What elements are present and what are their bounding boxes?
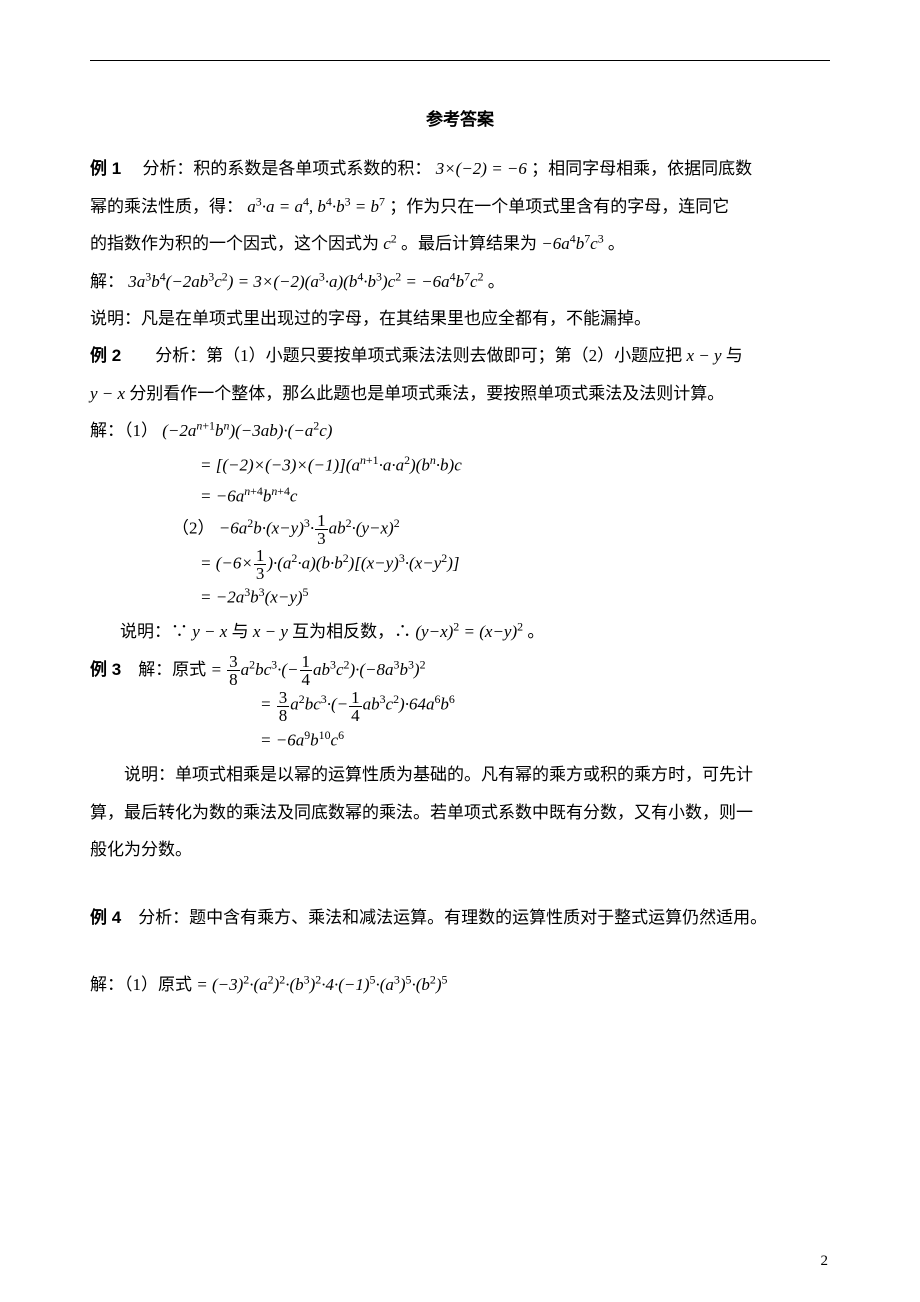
ex2-sol1: 解：（1） (−2an+1bn)(−3ab)·(−a2c) [90,412,830,449]
ex1-sol-eq: 3a3b4(−2ab3c2) = 3×(−2)(a3·a)(b4·b3)c2 =… [128,272,483,291]
ex1-note: 说明：凡是在单项式里出现过的字母，在其结果里也应全都有，不能漏掉。 [90,300,830,337]
ex1-p3-prefix: 的指数作为积的一个因式，这个因式为 [90,234,379,253]
page-number: 2 [821,1245,829,1278]
ex2-eq-xy: x − y [686,346,721,365]
ex2-step3: = (−6×13)·(a2·a)(b·b2)[(x−y)3·(x−y2)] [200,547,830,582]
ex2-p2-suffix: 分别看作一个整体，那么此题也是单项式乘法，要按照单项式乘法及法则计算。 [129,384,724,403]
ex4-analysis: 分析：题中含有乘方、乘法和减法运算。有理数的运算性质对于整式运算仍然适用。 [138,908,767,927]
ex1-sol-suffix: 。 [488,272,505,291]
ex2-note-eq1: y − x [192,622,227,641]
ex1-line3: 的指数作为积的一个因式，这个因式为 c2 。最后计算结果为 −6a4b7c3 。 [90,225,830,262]
ex3-eq1: = 38a2bc3·(−14ab3c2)·(−8a3b3)2 [210,660,425,679]
ex1-analysis-mid: ；相同字母相乘，依据同底数 [531,159,752,178]
ex2-note: 说明：∵ y − x 与 x − y 互为相反数，∴ (y−x)2 = (x−y… [120,613,830,650]
ex1-eq3: c2 [383,234,397,253]
ex1-analysis-prefix: 分析：积的系数是各单项式系数的积： [142,159,431,178]
ex1-eq1: 3×(−2) = −6 [436,159,527,178]
ex2-note-eq2: x − y [253,622,288,641]
ex2-step2: = −6an+4bn+4c [200,481,830,512]
ex3-sol-label: 解：原式 [138,660,206,679]
ex3-label: 例 3 [90,660,121,679]
ex1-p3-suffix: 。 [608,234,625,253]
ex3-note1: 说明：单项式相乘是以幂的运算性质为基础的。凡有幂的乘方或积的乘方时，可先计 [90,756,830,793]
ex4-sol-label: 解：（1）原式 [90,975,192,994]
ex1-sol-label: 解： [90,272,124,291]
ex2-note-prefix: 说明：∵ [120,622,188,641]
ex2-note-mid2: 互为相反数，∴ [292,622,411,641]
ex3-line1: 例 3 解：原式 = 38a2bc3·(−14ab3c2)·(−8a3b3)2 [90,651,830,689]
ex3-note3: 般化为分数。 [90,831,830,868]
ex2-sol1-eq: (−2an+1bn)(−3ab)·(−a2c) [162,421,332,440]
ex2-analysis-mid: 与 [726,346,743,365]
ex3-step2: = 38a2bc3·(−14ab3c2)·64a6b6 [260,688,830,723]
ex2-part2-label: （2） [172,518,215,537]
ex2-sol-label: 解：（1） [90,421,158,440]
ex2-note-eq3: (y−x)2 = (x−y)2 [415,622,523,641]
ex4-line1: 例 4 分析：题中含有乘方、乘法和减法运算。有理数的运算性质对于整式运算仍然适用… [90,899,830,936]
ex2-eq-yx: y − x [90,384,125,403]
ex2-step1: = [(−2)×(−3)×(−1)](an+1·a·a2)(bn·b)c [200,450,830,481]
ex3-note2: 算，最后转化为数的乘法及同底数幂的乘法。若单项式系数中既有分数，又有小数，则一 [90,794,830,831]
ex2-steps-block: = [(−2)×(−3)×(−1)](an+1·a·a2)(bn·b)c = −… [200,450,830,614]
ex3-step3: = −6a9b10c6 [260,724,830,757]
ex1-label: 例 1 [90,159,121,178]
page-title: 参考答案 [90,101,830,138]
ex1-eq4: −6a4b7c3 [541,234,603,253]
ex2-line1: 例 2 分析：第（1）小题只要按单项式乘法法则去做即可；第（2）小题应把 x −… [90,337,830,374]
ex2-note-mid1: 与 [232,622,249,641]
ex1-line2: 幂的乘法性质，得： a3·a = a4, b4·b3 = b7 ；作为只在一个单… [90,188,830,225]
ex2-label: 例 2 [90,346,121,365]
top-rule [90,60,830,61]
ex3-steps-block: = 38a2bc3·(−14ab3c2)·64a6b6 = −6a9b10c6 [260,688,830,756]
ex2-line2: y − x 分别看作一个整体，那么此题也是单项式乘法，要按照单项式乘法及法则计算… [90,375,830,412]
ex2-step4: = −2a3b3(x−y)5 [200,582,830,613]
ex2-analysis-prefix: 分析：第（1）小题只要按单项式乘法法则去做即可；第（2）小题应把 [155,346,682,365]
ex1-solution: 解： 3a3b4(−2ab3c2) = 3×(−2)(a3·a)(b4·b3)c… [90,263,830,300]
ex1-line1: 例 1 分析：积的系数是各单项式系数的积： 3×(−2) = −6 ；相同字母相… [90,150,830,187]
ex4-sol-eq: = (−3)2·(a2)2·(b3)2·4·(−1)5·(a3)5·(b2)5 [196,975,447,994]
ex2-note-suffix: 。 [527,622,544,641]
ex1-p2-prefix: 幂的乘法性质，得： [90,197,243,216]
ex2-part2: （2） −6a2b·(x−y)3·13ab2·(y−x)2 [172,512,830,547]
ex4-label: 例 4 [90,908,121,927]
ex4-sol: 解：（1）原式 = (−3)2·(a2)2·(b3)2·4·(−1)5·(a3)… [90,966,830,1003]
ex1-p2-mid: ；作为只在一个单项式里含有的字母，连同它 [389,197,729,216]
ex1-eq2: a3·a = a4, b4·b3 = b7 [247,197,385,216]
ex1-p3-mid: 。最后计算结果为 [401,234,537,253]
